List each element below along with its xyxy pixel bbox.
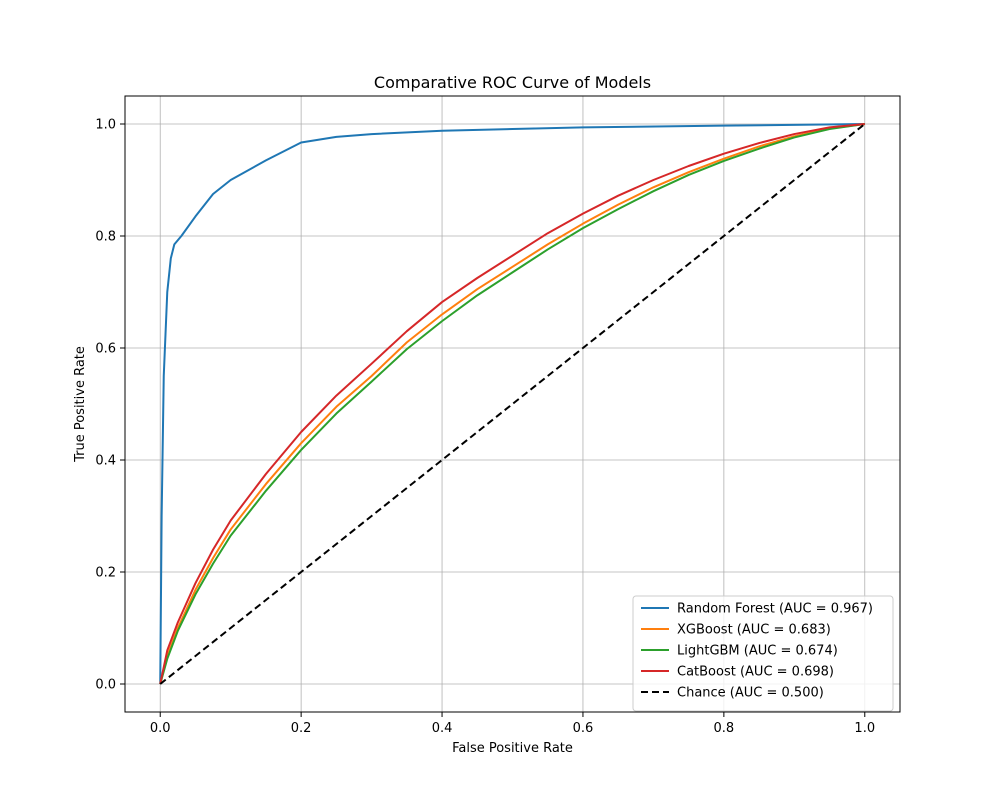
legend-label-random-forest: Random Forest (AUC = 0.967) <box>677 602 873 617</box>
x-tick-label: 1.0 <box>854 721 875 736</box>
series-line-lightgbm <box>159 123 865 685</box>
chart-title: Comparative ROC Curve of Models <box>374 73 651 92</box>
x-axis-label: False Positive Rate <box>452 741 573 756</box>
y-tick-label: 0.2 <box>95 566 116 581</box>
x-tick-label: 0.4 <box>432 721 453 736</box>
series-line-random-forest <box>159 123 865 685</box>
y-tick-label: 0.0 <box>95 678 116 693</box>
legend: Random Forest (AUC = 0.967) XGBoost (AUC … <box>632 595 894 712</box>
y-axis-label: True Positive Rate <box>73 346 88 463</box>
series-line-catboost <box>159 123 865 685</box>
series-line-chance <box>159 123 866 685</box>
x-tick-label: 0.2 <box>291 721 312 736</box>
grid <box>125 96 900 712</box>
x-tick-label: 0.8 <box>714 721 735 736</box>
series-line-xgboost <box>159 123 865 685</box>
legend-label-xgboost: XGBoost (AUC = 0.683) <box>677 623 831 638</box>
x-tick-label: 0.0 <box>150 721 171 736</box>
ticks: 0.0 0.2 0.4 0.6 0.8 1.0 0.0 0.2 0.4 0.6 0.8 1.0 <box>95 118 875 737</box>
series-lines <box>159 123 866 685</box>
y-tick-label: 0.6 <box>95 342 116 357</box>
plot-frame <box>124 95 901 713</box>
legend-label-lightgbm: LightGBM (AUC = 0.674) <box>677 644 838 659</box>
x-tick-label: 0.6 <box>573 721 594 736</box>
legend-label-chance: Chance (AUC = 0.500) <box>677 686 824 701</box>
y-tick-label: 0.4 <box>95 454 116 469</box>
legend-box <box>632 595 894 712</box>
legend-label-catboost: CatBoost (AUC = 0.698) <box>677 665 834 680</box>
y-tick-label: 0.8 <box>95 230 116 245</box>
y-tick-label: 1.0 <box>95 118 116 133</box>
